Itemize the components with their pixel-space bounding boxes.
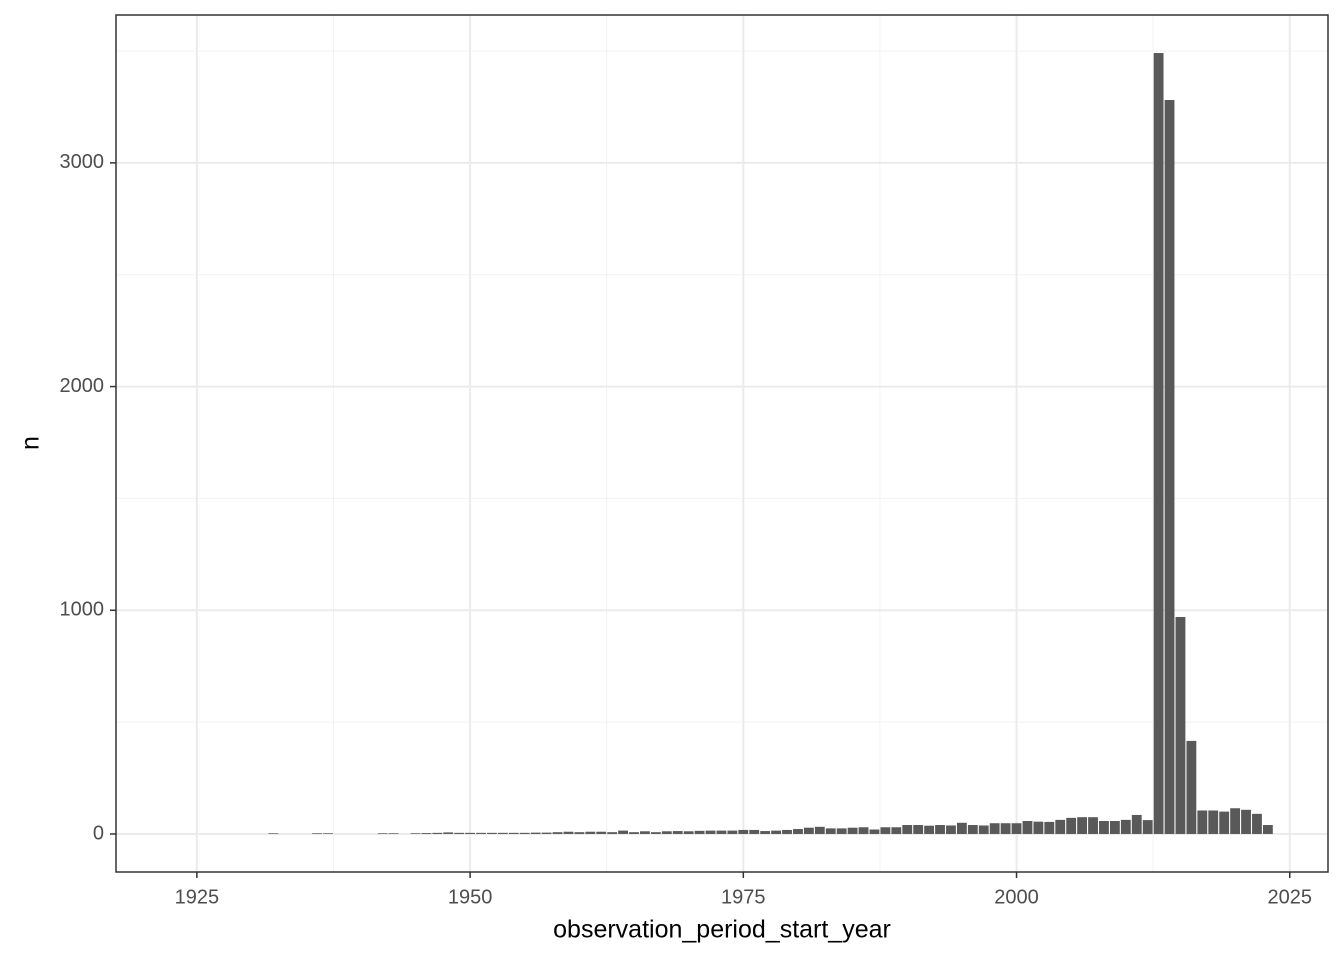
bar [607, 832, 618, 834]
bar [924, 825, 935, 834]
bar [847, 827, 858, 834]
bar [1088, 817, 1098, 834]
bar [552, 832, 563, 834]
bar [1241, 809, 1251, 834]
bar [836, 828, 847, 834]
bar [410, 833, 421, 834]
bar [497, 832, 508, 834]
bar [1109, 820, 1120, 834]
bar [1000, 823, 1011, 834]
bar [1197, 810, 1208, 834]
bar [650, 832, 661, 834]
bar [1208, 810, 1219, 834]
bar [640, 831, 650, 834]
bar [1011, 823, 1022, 834]
bar [694, 830, 705, 834]
bar [880, 827, 891, 834]
bar [1044, 821, 1055, 834]
bar [1164, 100, 1175, 834]
bar [1175, 616, 1186, 834]
bar [432, 832, 443, 834]
bar [1022, 820, 1033, 834]
y-tick-label: 0 [93, 822, 104, 844]
bar [989, 823, 1000, 834]
bar [487, 832, 497, 834]
bar [1099, 820, 1109, 834]
bar [661, 831, 672, 834]
bar [476, 832, 486, 834]
x-tick-label: 1950 [448, 886, 493, 908]
y-tick-label: 3000 [60, 151, 105, 173]
bar [1186, 740, 1197, 834]
bar [268, 833, 279, 834]
bar [629, 832, 639, 834]
x-tick-label: 2000 [994, 886, 1039, 908]
bar [1077, 817, 1088, 834]
x-tick-label: 2025 [1267, 886, 1312, 908]
bar [793, 829, 803, 834]
x-axis-title: observation_period_start_year [553, 916, 891, 944]
bar [574, 832, 585, 834]
bar [935, 825, 945, 834]
bar [1252, 813, 1262, 834]
bar [749, 829, 760, 834]
bar [1262, 825, 1273, 834]
x-tick-label: 1925 [175, 886, 220, 908]
bar [1066, 817, 1077, 834]
bar [760, 831, 771, 834]
bar [618, 830, 629, 834]
panel-border [115, 14, 1329, 873]
bar [530, 832, 541, 834]
bar [902, 825, 913, 834]
bar [978, 825, 989, 834]
bar [672, 831, 683, 834]
bar [705, 830, 716, 834]
bar [967, 825, 978, 834]
bar [946, 825, 956, 834]
bar [891, 827, 902, 834]
bar [1055, 819, 1066, 834]
bar [563, 831, 574, 834]
bar [825, 828, 836, 834]
y-tick-label: 2000 [60, 375, 105, 397]
bar [541, 832, 552, 834]
bar [508, 832, 519, 834]
y-tick-label: 1000 [60, 599, 105, 621]
bar [1120, 819, 1131, 834]
bar [596, 831, 607, 834]
bar [443, 832, 454, 834]
y-axis-title: n [17, 436, 45, 450]
bar [771, 830, 782, 834]
bar [1131, 814, 1142, 834]
bar [956, 822, 967, 834]
bar [858, 827, 869, 834]
bar [782, 829, 792, 834]
bar [869, 829, 880, 834]
bar [738, 829, 749, 834]
bar [377, 833, 388, 834]
bar [421, 833, 432, 834]
bar [803, 827, 814, 834]
bar [585, 831, 596, 834]
bar [454, 832, 465, 834]
bar [1219, 811, 1230, 834]
bar [312, 833, 323, 834]
bar [519, 832, 530, 834]
bar [1033, 821, 1044, 834]
bar [388, 833, 399, 834]
x-tick-label: 1975 [721, 886, 766, 908]
bar [683, 831, 694, 834]
bar [913, 825, 924, 834]
bar [716, 830, 727, 834]
bar [814, 826, 825, 834]
bar [1153, 53, 1164, 834]
bar [727, 830, 738, 834]
bar [1142, 820, 1153, 834]
bar [323, 833, 333, 834]
bar [465, 832, 476, 834]
bar [1230, 808, 1241, 834]
